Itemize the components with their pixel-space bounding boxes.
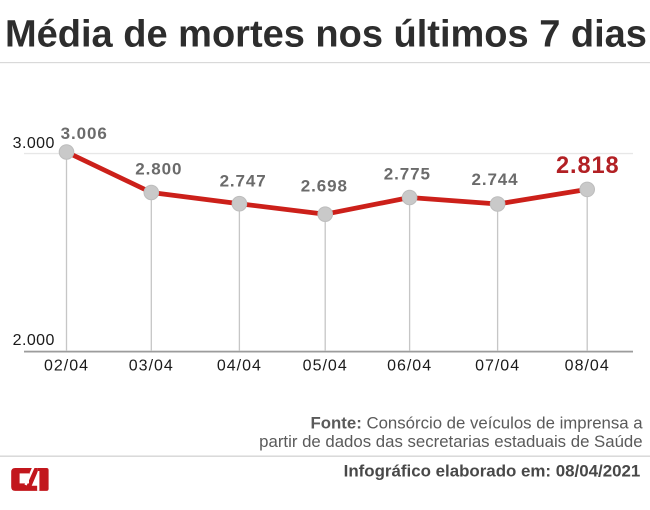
svg-text:2.000: 2.000 [13,332,55,349]
svg-text:08/04: 08/04 [565,358,610,375]
svg-text:3.000: 3.000 [13,135,55,152]
svg-text:02/04: 02/04 [44,358,89,375]
svg-text:2.744: 2.744 [471,170,518,189]
svg-text:06/04: 06/04 [387,358,432,375]
svg-text:07/04: 07/04 [475,358,520,375]
svg-text:2.747: 2.747 [220,172,267,191]
svg-text:Fonte: Consórcio de veículos d: Fonte: Consórcio de veículos de imprensa… [311,413,644,432]
svg-text:04/04: 04/04 [217,358,262,375]
svg-text:2.775: 2.775 [384,165,431,184]
svg-text:2.818: 2.818 [556,153,620,179]
svg-text:05/04: 05/04 [303,358,348,375]
svg-text:2.800: 2.800 [135,160,182,179]
svg-text:2.698: 2.698 [301,177,348,196]
svg-text:Média de mortes nos últimos 7: Média de mortes nos últimos 7 dias [5,14,647,56]
svg-text:partir de dados das secretaria: partir de dados das secretarias estaduai… [259,432,642,451]
svg-text:3.006: 3.006 [61,124,108,143]
svg-text:03/04: 03/04 [129,358,174,375]
svg-text:Infográfico elaborado em: 08/0: Infográfico elaborado em: 08/04/2021 [344,461,641,480]
